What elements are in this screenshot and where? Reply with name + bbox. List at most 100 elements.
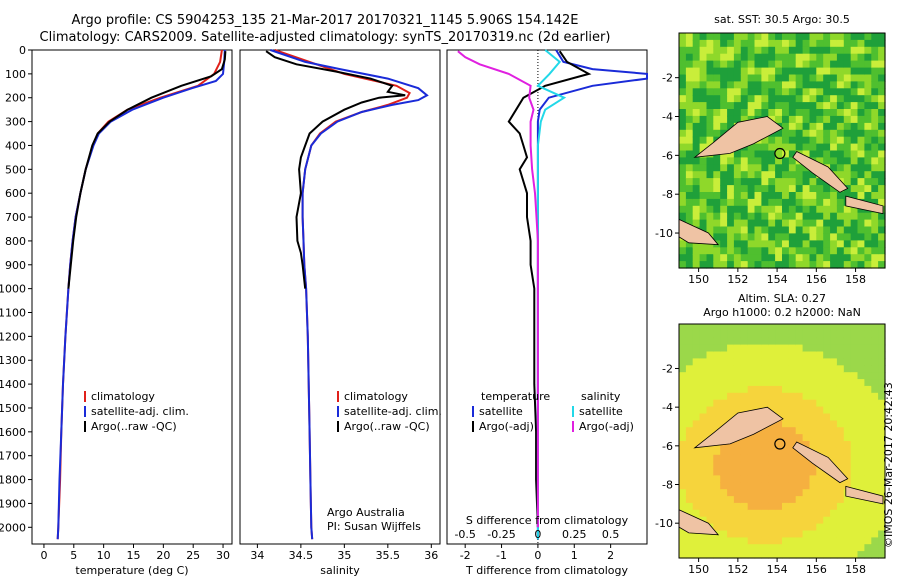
y-tick-label: 1400 [0,378,26,391]
legend-label: climatology [344,390,408,403]
y-tick-label: 400 [5,139,26,152]
y-tick-label: 500 [5,163,26,176]
legend-label: Argo(-adj) [479,420,534,433]
map-y-tick-label: -6 [662,440,673,453]
x-tick-label: 2 [607,549,614,562]
top-tick-label: -0.5 [454,528,475,541]
map-panel-map-sla [675,323,886,562]
map-panel-map-sst [675,32,886,272]
sst-map-title: sat. SST: 30.5 Argo: 30.5 [714,13,850,26]
map-x-tick-label: 150 [688,563,709,576]
map-x-tick-label: 156 [806,273,827,286]
profile-panel-temperature [28,49,233,548]
figure-title: Argo profile: CS 5904253_135 21-Mar-2017… [71,13,579,28]
annotation-line: PI: Susan Wijffels [327,520,421,533]
x-tick-label: 30 [216,549,230,562]
x-tick-label: 34.5 [289,549,314,562]
x-tick-label: 35 [337,549,351,562]
land-mass [845,485,884,505]
annotation-line: Argo Australia [327,506,405,519]
profile-panel-differences [446,49,648,548]
legend-label: Argo(..raw -QC) [344,420,430,433]
legend-label: satellite-adj. clim. [91,405,189,418]
x-tick-label: 1 [571,549,578,562]
top-tick-label: 0 [534,528,541,541]
legend-label: satellite [579,405,623,418]
map-x-tick-label: 158 [845,563,866,576]
x-tick-label: 0 [534,549,541,562]
legend-label: satellite [479,405,523,418]
map-x-tick-label: 158 [845,273,866,286]
legend-label: climatology [91,390,155,403]
series-line-argorawqc [265,50,406,289]
y-tick-label: 2000 [0,521,26,534]
y-tick-label: 1000 [0,283,26,296]
land-mass [792,150,849,193]
series-line-argoadj [507,50,592,528]
map-y-tick-label: -4 [662,111,673,124]
map-y-tick-label: -2 [662,362,673,375]
sla-map-subtitle: Argo h1000: 0.2 h2000: NaN [703,306,861,319]
top-tick-label: 0.5 [602,528,620,541]
land-mass [693,116,784,158]
x-tick-label: 5 [70,549,77,562]
x-tick-label: 35.5 [376,549,401,562]
land-mass [845,195,884,215]
map-frame [678,32,886,269]
legend-label: satellite-adj. clim. [344,405,442,418]
land-mass [792,441,849,484]
x-tick-label: 15 [126,549,140,562]
legend-label: Argo(..raw -QC) [91,420,177,433]
profile-marker [774,438,786,450]
y-tick-label: 1900 [0,497,26,510]
legend-label: salinity [581,390,621,403]
y-tick-label: 1300 [0,354,26,367]
profile-panel-salinity [239,49,441,548]
x-tick-label: -2 [460,549,471,562]
map-x-tick-label: 152 [727,273,748,286]
panel-frame [446,49,648,545]
map-frame [678,323,886,559]
map-x-tick-label: 156 [806,563,827,576]
top-tick-label: 0.25 [562,528,587,541]
map-y-tick-label: -6 [662,149,673,162]
imos-credit: ©IMOS 26-Mar-2017 20:42:43 [882,382,895,548]
y-tick-label: 100 [5,68,26,81]
x-tick-label: -1 [496,549,507,562]
map-y-tick-label: -8 [662,188,673,201]
y-tick-label: 300 [5,116,26,129]
x-axis-label: T difference from climatology [465,564,628,577]
map-x-tick-label: 154 [767,273,788,286]
map-y-tick-label: -8 [662,479,673,492]
legend-label: Argo(-adj) [579,420,634,433]
y-tick-label: 1700 [0,450,26,463]
y-tick-label: 200 [5,92,26,105]
x-tick-label: 20 [156,549,170,562]
x-tick-label: 36 [424,549,438,562]
map-x-tick-label: 154 [767,563,788,576]
top-axis-label: S difference from climatology [466,514,629,527]
panel-frame [239,49,441,545]
map-y-tick-label: -10 [655,517,673,530]
map-x-tick-label: 150 [688,273,709,286]
y-tick-label: 800 [5,235,26,248]
y-tick-label: 1800 [0,474,26,487]
y-tick-label: 1500 [0,402,26,415]
y-tick-label: 900 [5,259,26,272]
x-tick-label: 34 [250,549,264,562]
y-tick-label: 1200 [0,330,26,343]
y-tick-label: 700 [5,211,26,224]
top-tick-label: -0.25 [487,528,515,541]
x-tick-label: 10 [97,549,111,562]
figure-subtitle: Climatology: CARS2009. Satellite-adjuste… [39,30,611,45]
map-x-tick-label: 152 [727,563,748,576]
x-tick-label: 25 [186,549,200,562]
legend-label: temperature [481,390,550,403]
series-line-argorawqc [67,51,227,289]
y-tick-label: 600 [5,187,26,200]
panel-frame [31,49,233,545]
x-tick-label: 0 [40,549,47,562]
series-line-satelliteadjclim [270,49,429,540]
map-y-tick-label: -4 [662,401,673,414]
